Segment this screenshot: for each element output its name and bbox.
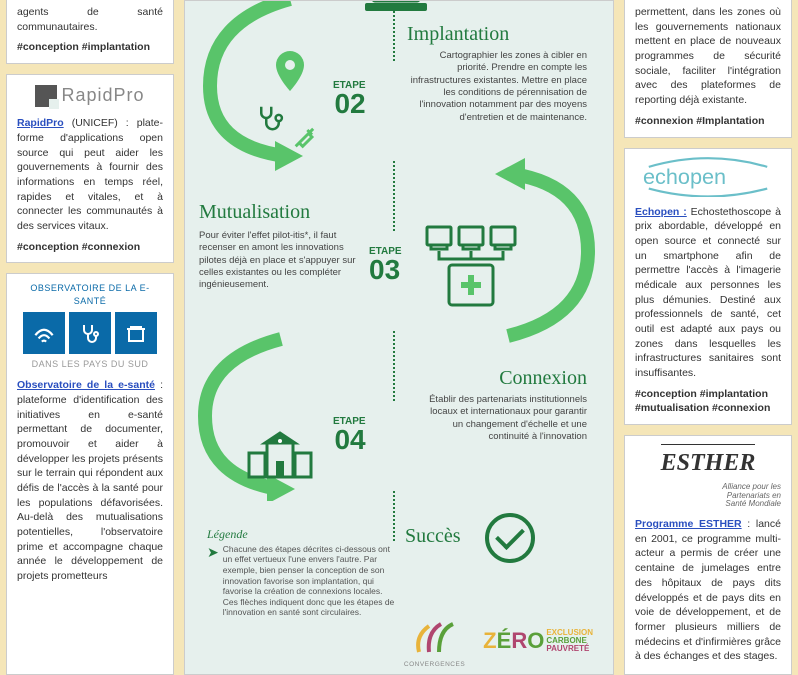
stethoscope-icon	[255, 103, 285, 136]
card-desc: RapidPro (UNICEF) : plate-forme d'applic…	[17, 116, 163, 234]
hashtags: #conception #connexion	[17, 240, 163, 255]
card-desc: Echopen : Echostethoscope à prix abordab…	[635, 205, 781, 381]
institution-building-icon	[247, 431, 313, 484]
rapidpro-logo: RapidPro	[17, 83, 163, 108]
infographic: Implantation Cartographier les zones à c…	[184, 0, 614, 675]
stage-desc: Cartographier les zones à cibler en prio…	[407, 50, 587, 124]
esther-link[interactable]: Programme ESTHER	[635, 518, 742, 530]
syringe-icon	[291, 123, 319, 154]
convergences-text: CONVERGENCES	[404, 661, 465, 668]
card-observatoire: OBSERVATOIRE DE LA E-SANTÉ DANS LES PAYS…	[6, 273, 174, 675]
card-desc: permettent, dans les zones où les gouver…	[635, 5, 781, 108]
card-echopen: echopen Echopen : Echostethoscope à prix…	[624, 148, 792, 426]
card-desc: Observatoire de la e-santé : plateforme …	[17, 378, 163, 584]
stage-desc: Établir des partenariats institutionnels…	[417, 394, 587, 443]
observatoire-link[interactable]: Observatoire de la e-santé	[17, 379, 155, 391]
hashtags: #conception #implantation #mutualisation…	[635, 387, 781, 416]
stage-title: Succès	[405, 525, 461, 548]
obs-logo-top: OBSERVATOIRE DE LA E-SANTÉ	[17, 282, 163, 307]
left-column: agents de santé communautaires. #concept…	[0, 0, 180, 675]
servers-network-icon	[421, 223, 521, 322]
stage-implantation: Implantation Cartographier les zones à c…	[407, 23, 587, 124]
card-rest: : plateforme d'identification des initia…	[17, 379, 163, 582]
rapidpro-logo-text: RapidPro	[61, 83, 144, 108]
card-rest: : lancé en 2001, ce programme multi-acte…	[635, 518, 781, 662]
card-rapidpro: RapidPro RapidPro (UNICEF) : plate-forme…	[6, 74, 174, 263]
esther-sub3: Santé Mondiale	[635, 500, 781, 509]
stage-title: Connexion	[417, 367, 587, 390]
etape-03-label: ETAPE 03	[369, 247, 402, 282]
building-icon	[115, 312, 157, 354]
esther-logo: ESTHER Alliance pour les Partenariats en…	[635, 444, 781, 509]
card-esther: ESTHER Alliance pour les Partenariats en…	[624, 435, 792, 675]
card-desc: Programme ESTHER : lancé en 2001, ce pro…	[635, 517, 781, 664]
stage-title: Mutualisation	[199, 201, 359, 224]
esther-title: ESTHER	[661, 444, 756, 481]
etape-num: 02	[333, 91, 366, 116]
stage-title: Implantation	[407, 23, 587, 46]
rapidpro-mark-icon	[35, 85, 57, 107]
echopen-link[interactable]: Echopen :	[635, 206, 687, 218]
right-column: permettent, dans les zones où les gouver…	[618, 0, 798, 675]
echopen-logo: echopen	[635, 157, 781, 197]
wifi-icon	[23, 312, 65, 354]
card-frag-top-left: agents de santé communautaires. #concept…	[6, 0, 174, 64]
stage-desc: Pour éviter l'effet pilot-itis*, il faut…	[199, 230, 359, 292]
stethoscope-icon	[69, 312, 111, 354]
zero-logo: ZÉRO EXCLUSION CARBONE PAUVRETÉ	[483, 628, 593, 654]
rapidpro-link[interactable]: RapidPro	[17, 117, 64, 129]
arrow-icon: ➤	[207, 544, 219, 618]
laptop-icon	[361, 0, 431, 18]
footer-logos: CONVERGENCES ZÉRO EXCLUSION CARBONE PAUV…	[404, 614, 593, 668]
obs-logo-icons	[17, 312, 163, 354]
success-check-icon	[485, 513, 535, 563]
zero-line: PAUVRETÉ	[546, 645, 593, 653]
stage-connexion: Connexion Établir des partenariats insti…	[417, 367, 587, 443]
stage-mutualisation: Mutualisation Pour éviter l'effet pilot-…	[199, 201, 359, 292]
hashtags: #conception #implantation	[17, 40, 163, 55]
dotted-line	[393, 161, 395, 231]
etape-04-label: ETAPE 04	[333, 417, 366, 452]
map-pin-icon	[273, 49, 307, 96]
svg-text:echopen: echopen	[643, 164, 726, 189]
obs-logo-bottom: DANS LES PAYS DU SUD	[17, 358, 163, 371]
etape-num: 04	[333, 427, 366, 452]
etape-num: 03	[369, 257, 402, 282]
card-rest: Echostethoscope à prix abordable, dévelo…	[635, 206, 781, 380]
card-rest: (UNICEF) : plate-forme d'applications op…	[17, 117, 163, 232]
legend-title: Légende	[207, 527, 397, 542]
convergences-logo: CONVERGENCES	[404, 614, 465, 668]
card-desc: agents de santé communautaires.	[17, 5, 163, 34]
stage-succes: Succès	[405, 525, 461, 552]
hashtags: #connexion #Implantation	[635, 114, 781, 129]
dotted-line	[393, 331, 395, 401]
legend-text: Chacune des étapes décrites ci-dessous o…	[223, 544, 397, 618]
etape-02-label: ETAPE 02	[333, 81, 366, 116]
card-frag-top-right: permettent, dans les zones où les gouver…	[624, 0, 792, 138]
legend: Légende ➤ Chacune des étapes décrites ci…	[207, 527, 397, 618]
